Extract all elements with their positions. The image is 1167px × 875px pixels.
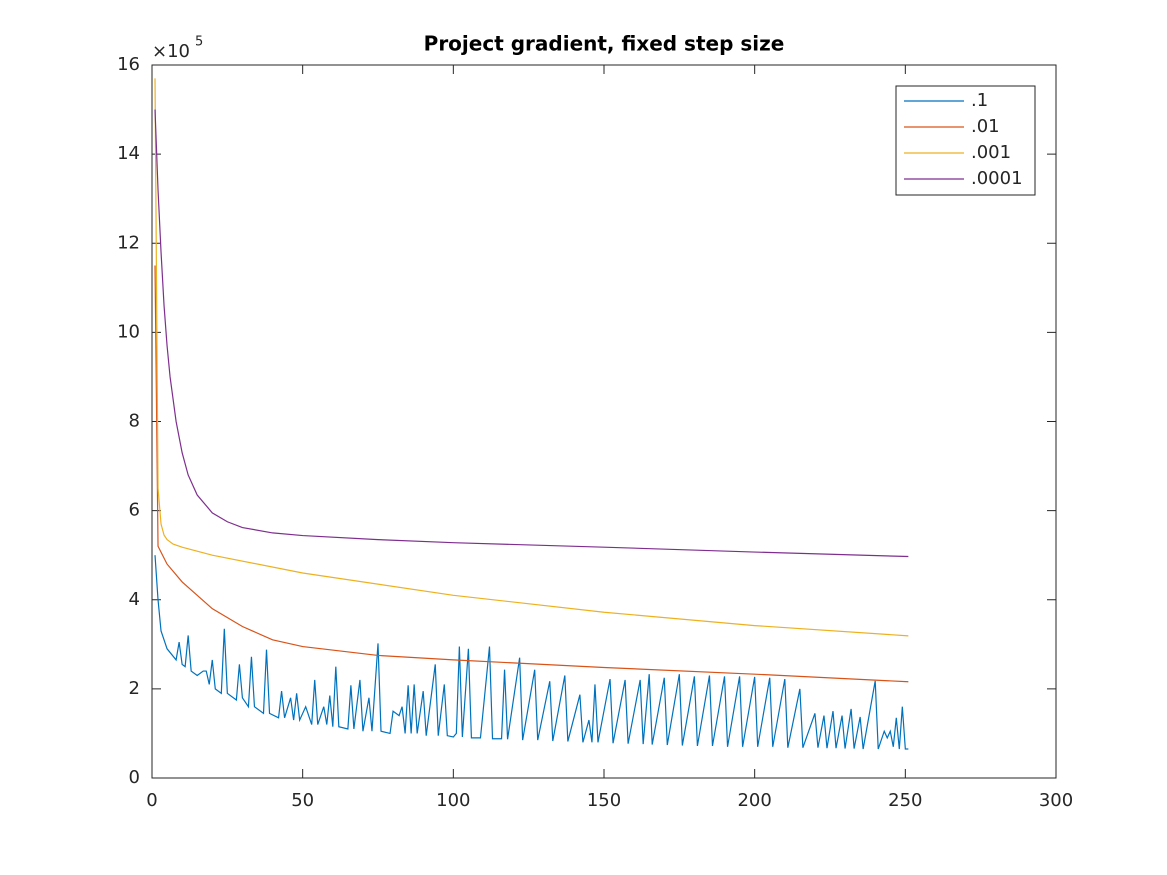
y-tick-label: 10 bbox=[117, 321, 140, 342]
y-tick-label: 14 bbox=[117, 143, 140, 164]
y-tick-label: 4 bbox=[129, 589, 140, 610]
x-tick-label: 250 bbox=[888, 790, 922, 811]
x-tick-label: 150 bbox=[587, 790, 621, 811]
legend-label: .0001 bbox=[971, 168, 1023, 189]
y-tick-label: 16 bbox=[117, 54, 140, 75]
x-tick-label: 300 bbox=[1039, 790, 1073, 811]
series-line bbox=[154, 555, 909, 750]
legend-label: .001 bbox=[971, 142, 1011, 163]
series-line bbox=[154, 78, 909, 637]
chart-title: Project gradient, fixed step size bbox=[424, 32, 785, 56]
y-tick-label: 0 bbox=[129, 767, 140, 788]
legend-box bbox=[895, 85, 1036, 196]
legend-label: .1 bbox=[971, 90, 988, 111]
x-tick-label: 50 bbox=[291, 790, 314, 811]
y-tick-label: 6 bbox=[129, 500, 140, 521]
y-tick-label: 12 bbox=[117, 232, 140, 253]
series-line bbox=[154, 109, 909, 558]
series-line bbox=[154, 265, 909, 683]
legend-label: .01 bbox=[971, 116, 1000, 137]
x-tick-label: 200 bbox=[737, 790, 771, 811]
y-exponent: 5 bbox=[195, 35, 203, 50]
y-multiplier: ×10 bbox=[152, 41, 190, 62]
plot-box bbox=[151, 64, 1057, 779]
y-tick-label: 2 bbox=[129, 678, 140, 699]
x-tick-label: 0 bbox=[146, 790, 157, 811]
y-tick-label: 8 bbox=[129, 411, 140, 432]
x-tick-label: 100 bbox=[436, 790, 470, 811]
